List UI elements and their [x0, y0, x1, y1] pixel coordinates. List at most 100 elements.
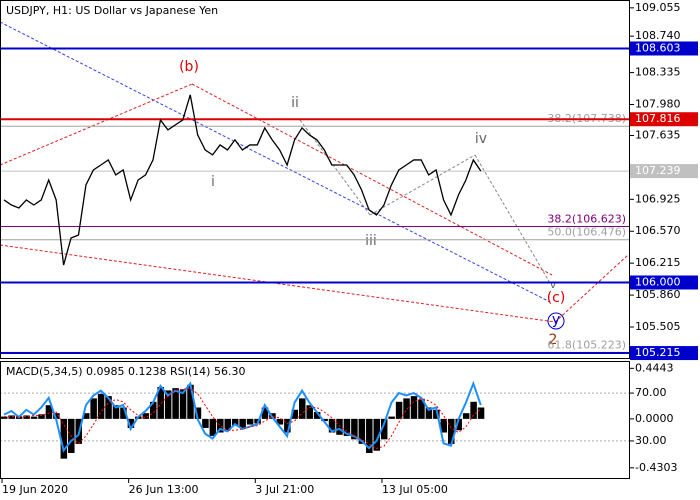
price-label-box — [630, 112, 698, 127]
price-label: 107.239 — [635, 164, 681, 177]
chart-title: USDJPY, H1: US Dollar vs Japanese Yen — [6, 4, 218, 17]
macd-bar — [239, 418, 246, 428]
macd-bar — [53, 413, 60, 419]
macd-bar — [150, 401, 157, 419]
macd-bar — [90, 398, 97, 419]
wave-label: 2 — [549, 332, 558, 348]
macd-bar — [477, 407, 485, 419]
x-tick-label: 26 Jun 13:00 — [129, 483, 199, 496]
y-tick-label: 106.215 — [635, 256, 681, 269]
macd-bar — [261, 407, 269, 419]
macd-bar — [45, 405, 53, 419]
wave-label: y — [552, 312, 560, 328]
macd-bar — [8, 415, 15, 419]
y-tick-label: 0.0000 — [635, 412, 674, 425]
macd-bar — [366, 418, 373, 453]
macd-bar — [351, 418, 358, 440]
macd-bar — [120, 407, 127, 419]
y-tick-label: 107.980 — [635, 97, 681, 110]
plot-frame — [0, 361, 630, 479]
price-label-box — [630, 41, 698, 56]
macd-bar — [209, 418, 217, 436]
macd-bar — [425, 407, 433, 419]
macd-bar — [105, 396, 112, 419]
price-label-box — [630, 275, 698, 290]
wave-label: i — [211, 174, 215, 190]
macd-bar — [336, 418, 343, 435]
macd-bar — [328, 418, 336, 433]
y-tick-label: 105.860 — [635, 288, 681, 301]
macd-bar — [82, 413, 90, 419]
macd-bar — [1, 416, 8, 419]
y-tick-label: -0.4303 — [635, 461, 677, 474]
macd-bar — [358, 418, 366, 444]
macd-bar — [403, 398, 410, 419]
macd-bar — [373, 418, 380, 451]
macd-bar — [462, 413, 470, 419]
rsi-line — [3, 380, 482, 453]
y2-tick-label: 70.00 — [635, 386, 667, 399]
y-tick-label: 106.570 — [635, 224, 681, 237]
macd-bar — [231, 418, 239, 426]
x-tick-label: 13 Jul 05:00 — [382, 483, 448, 496]
y-tick-label: 108.335 — [635, 66, 681, 79]
macd-bar — [276, 418, 284, 425]
trend-line — [554, 254, 629, 323]
macd-bar — [343, 418, 351, 436]
macd-bar — [194, 407, 202, 419]
macd-bar — [187, 384, 194, 419]
macd-bar — [440, 418, 448, 433]
macd-bar — [291, 409, 299, 419]
signal-line — [4, 387, 482, 449]
macd-bar — [433, 409, 440, 419]
wave-label: iv — [475, 131, 487, 147]
price-label: 105.215 — [635, 346, 681, 359]
indicator-title: MACD(5,34,5) 0.0985 0.1238 RSI(14) 56.30 — [6, 365, 245, 378]
macd-bar — [321, 418, 328, 422]
macd-bar — [418, 399, 425, 419]
macd-bar — [164, 390, 172, 419]
x-tick-label: 3 Jul 21:00 — [255, 483, 314, 496]
wave-line — [369, 154, 476, 216]
plot-frame — [0, 0, 630, 359]
y-tick-label: 108.740 — [635, 29, 681, 42]
trend-line — [0, 244, 556, 323]
price-label: 106.000 — [635, 275, 681, 288]
macd-bar — [112, 405, 120, 419]
macd-bar — [410, 396, 418, 419]
macd-bar — [38, 414, 45, 419]
price-label-box — [630, 346, 698, 361]
trend-line — [0, 21, 551, 303]
price-panel: (b) ii i iii iv v (c) y 2 USDJPY, H1: US… — [0, 4, 630, 355]
macd-bar — [246, 418, 254, 425]
x-tick-label: 19 Jun 2020 — [2, 483, 68, 496]
macd-bar — [23, 415, 30, 419]
macd-bar — [172, 388, 179, 419]
macd-bar — [313, 412, 321, 419]
y2-tick-label: 30.00 — [635, 434, 667, 447]
macd-bar — [284, 418, 291, 433]
wave-label: ii — [291, 95, 299, 111]
macd-bar — [224, 418, 231, 431]
fib-label: 38.2(106.623) — [547, 212, 626, 225]
macd-bar — [448, 418, 455, 444]
macd-bar — [299, 398, 306, 419]
wave-label: (b) — [179, 59, 199, 75]
y-tick-label: 109.055 — [635, 1, 681, 14]
y-tick-label: 105.505 — [635, 320, 681, 333]
trend-line — [191, 83, 553, 276]
y-tick-label: 107.635 — [635, 129, 681, 142]
macd-bar — [60, 418, 68, 459]
macd-bar — [179, 389, 187, 419]
macd-bar — [127, 418, 135, 428]
price-label: 108.603 — [635, 41, 681, 54]
macd-bar — [395, 401, 403, 419]
wave-label: (c) — [547, 290, 566, 306]
wave-label: iii — [365, 233, 377, 249]
macd-bar — [380, 418, 388, 440]
price-line — [3, 94, 482, 266]
macd-bar — [202, 418, 209, 428]
macd-bar — [306, 405, 313, 419]
macd-bar — [30, 416, 38, 419]
